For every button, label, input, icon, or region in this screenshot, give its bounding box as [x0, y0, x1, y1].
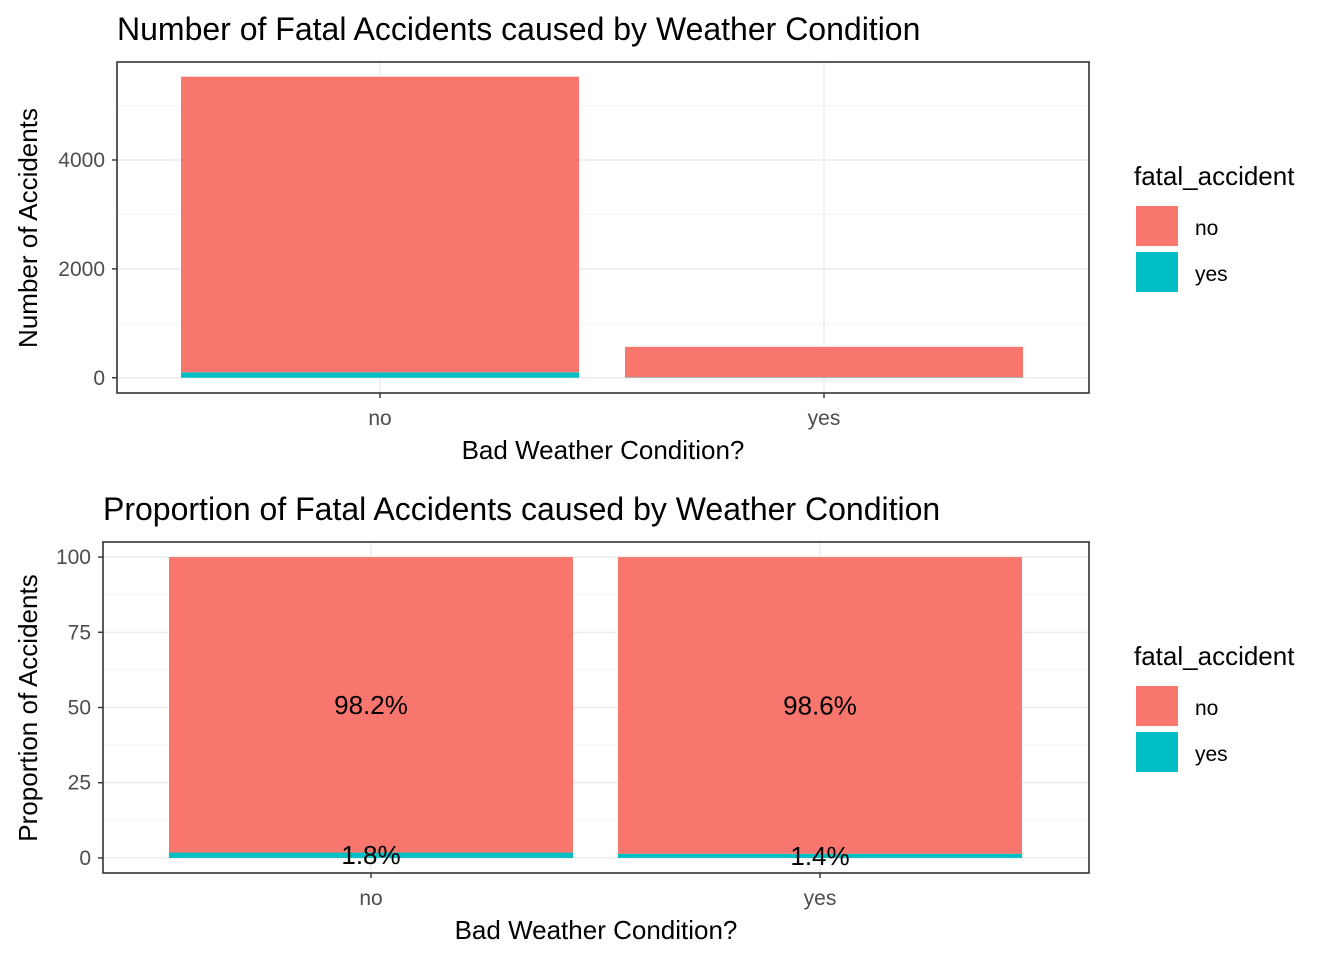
legend-label-yes: yes [1195, 743, 1228, 766]
legend-title: fatal_accident [1134, 161, 1295, 191]
data-label-yes-yes: 1.4% [790, 841, 849, 871]
x-tick-label-yes: yes [808, 407, 841, 430]
x-tick-label-yes: yes [804, 887, 837, 910]
bar-yes-no [618, 557, 1022, 854]
legend: fatal_accident no yes [1134, 161, 1295, 292]
legend-swatch-yes [1136, 252, 1178, 292]
x-axis-title: Bad Weather Condition? [462, 435, 745, 465]
y-axis-title: Proportion of Accidents [13, 574, 43, 841]
legend-label-yes: yes [1195, 263, 1228, 286]
legend-label-no: no [1195, 217, 1218, 240]
x-axis-title: Bad Weather Condition? [455, 915, 738, 945]
data-label-yes-no: 98.6% [783, 690, 857, 720]
x-tick-label-no: no [368, 407, 391, 430]
bar-yes-yes [618, 853, 1022, 858]
y-axis-title: Number of Accidents [13, 108, 43, 348]
bar-no-no [169, 557, 573, 853]
y-tick-label: 50 [68, 697, 91, 720]
axis-ticks: 0 25 50 75 100 no yes [56, 546, 836, 910]
legend-title: fatal_accident [1134, 641, 1295, 671]
axis-ticks: 0 2000 4000 no yes [58, 149, 840, 430]
y-tick-label: 100 [56, 546, 91, 569]
count-chart: Number of Fatal Accidents caused by Weat… [13, 11, 1295, 465]
bar-yes-no [625, 346, 1023, 378]
y-tick-label: 2000 [58, 258, 105, 281]
legend-label-no: no [1195, 697, 1218, 720]
legend-swatch-no [1136, 686, 1178, 726]
x-tick-label-no: no [359, 887, 382, 910]
y-tick-label: 0 [79, 847, 91, 870]
plot-panel [102, 541, 1090, 874]
chart-title: Proportion of Fatal Accidents caused by … [103, 491, 940, 527]
plot-panel [116, 61, 1090, 394]
bar-group [181, 76, 1023, 378]
bar-group [169, 557, 1022, 858]
proportion-chart: Proportion of Fatal Accidents caused by … [13, 491, 1295, 945]
data-label-no-yes: 1.8% [341, 840, 400, 870]
y-tick-label: 4000 [58, 149, 105, 172]
legend-swatch-no [1136, 206, 1178, 246]
data-label-no-no: 98.2% [334, 690, 408, 720]
legend-swatch-yes [1136, 732, 1178, 772]
bar-no-yes [181, 372, 579, 378]
bar-no-yes [169, 852, 573, 858]
y-tick-label: 0 [93, 367, 105, 390]
y-tick-label: 75 [68, 621, 91, 644]
legend: fatal_accident no yes [1134, 641, 1295, 772]
data-labels: 1.8% 98.2% 1.4% 98.6% [334, 690, 857, 871]
bar-no-no [181, 76, 579, 373]
y-tick-label: 25 [68, 772, 91, 795]
chart-title: Number of Fatal Accidents caused by Weat… [117, 11, 920, 47]
